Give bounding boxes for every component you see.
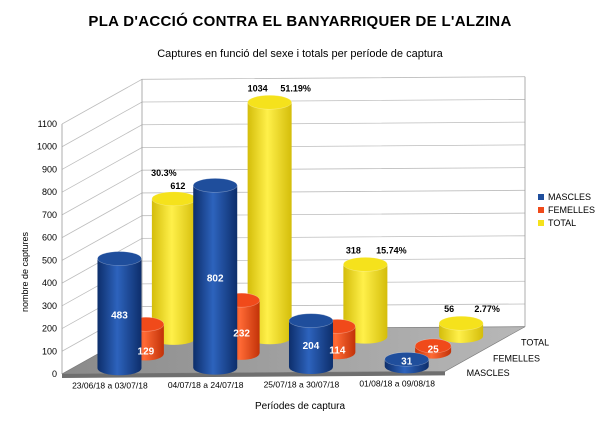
y-tick-label: 800 — [42, 187, 57, 197]
bar-top — [438, 315, 484, 331]
legend-item-femelles: FEMELLES — [538, 203, 595, 216]
bar-body — [247, 102, 292, 345]
legend-label-femelles: FEMELLES — [548, 204, 596, 215]
y-tick-label: 400 — [42, 278, 57, 288]
data-label-femelles: 25 — [428, 345, 440, 356]
legend-label-total: TOTAL — [548, 217, 577, 228]
data-label-total: 56 — [444, 304, 454, 314]
y-tick-label: 1000 — [37, 142, 57, 152]
x-tick-label: 25/07/18 a 30/07/18 — [264, 379, 340, 389]
bar-body — [193, 185, 238, 375]
gridline — [61, 121, 526, 170]
bar-body — [288, 320, 333, 375]
x-tick-label: 01/08/18 a 09/08/18 — [359, 379, 435, 389]
y-tick-label: 500 — [42, 255, 57, 265]
chart-labels: 0 100 200 300 400 500 600 700 800 900 1000 1100 483 8… — [20, 83, 549, 390]
y-tick-label: 200 — [42, 324, 57, 334]
y-axis-title: nombre de captures — [20, 231, 30, 312]
data-label-mascles: 204 — [303, 341, 320, 352]
data-label-mascles: 802 — [207, 274, 224, 285]
data-label-mascles: 31 — [401, 356, 413, 367]
gridline — [61, 99, 526, 148]
data-label-femelles: 129 — [138, 347, 155, 358]
legend-swatch-total — [538, 219, 544, 226]
bar-total — [247, 94, 292, 345]
chart-subtitle: Captures en funció del sexe i totals per… — [157, 48, 443, 60]
legend: MASCLES FEMELLES TOTAL — [538, 190, 595, 229]
bar-body — [343, 264, 388, 344]
depth-tick-label: TOTAL — [521, 338, 549, 348]
bar-mascles — [288, 313, 334, 375]
chart-floor-edge — [62, 371, 445, 378]
bar-mascles — [97, 251, 142, 376]
data-label-femelles: 114 — [329, 345, 346, 356]
y-tick-label: 0 — [52, 369, 57, 379]
bar-total — [438, 315, 484, 343]
bar-top — [192, 178, 238, 193]
legend-item-mascles: MASCLES — [538, 190, 595, 203]
data-label-total: 1034 — [248, 83, 268, 93]
bar-top — [384, 352, 430, 367]
bar-body — [151, 198, 196, 345]
data-label-total: 318 — [346, 245, 361, 255]
legend-swatch-femelles — [538, 206, 544, 213]
chart-bars — [97, 94, 484, 376]
y-tick-label: 1100 — [38, 119, 57, 129]
bar-mascles — [384, 352, 430, 374]
x-axis-title: Períodes de captura — [254, 401, 346, 412]
data-label-total: 612 — [170, 181, 185, 191]
bar-top — [97, 251, 142, 266]
data-label-femelles: 232 — [233, 329, 250, 340]
data-label-mascles: 483 — [111, 310, 128, 321]
y-tick-label: 600 — [42, 233, 57, 243]
bar-mascles — [192, 178, 238, 375]
y-tick-label: 900 — [42, 164, 57, 174]
legend-swatch-mascles — [538, 193, 544, 200]
chart-walls — [61, 76, 526, 375]
gridline — [61, 144, 526, 193]
gridline — [61, 189, 526, 238]
bar-top — [288, 313, 334, 328]
bar-body — [97, 258, 142, 376]
data-label-total-percent: 51.19% — [280, 83, 311, 93]
legend-item-total: TOTAL — [538, 216, 595, 229]
depth-tick-label: MASCLES — [467, 368, 510, 378]
bar-total — [343, 257, 388, 344]
bar-top — [247, 94, 292, 110]
gridline — [61, 167, 526, 216]
bar-top — [343, 257, 388, 272]
depth-tick-label: FEMELLES — [493, 353, 540, 363]
data-label-total-percent: 15.74% — [376, 245, 407, 255]
y-tick-label: 700 — [42, 210, 57, 220]
data-label-total-percent: 30.3% — [151, 168, 177, 178]
y-tick-label: 100 — [42, 346, 57, 356]
bar-top — [414, 338, 452, 354]
chart-title: PLA D'ACCIÓ CONTRA EL BANYARRIQUER DE L'… — [88, 13, 512, 30]
x-tick-label: 23/06/18 a 03/07/18 — [72, 381, 148, 391]
bar-total — [151, 191, 197, 345]
legend-label-mascles: MASCLES — [548, 191, 592, 202]
bar-top — [151, 191, 197, 207]
x-tick-label: 04/07/18 a 24/07/18 — [168, 380, 244, 390]
y-tick-label: 300 — [42, 301, 57, 311]
data-label-total-percent: 2.77% — [474, 304, 500, 314]
